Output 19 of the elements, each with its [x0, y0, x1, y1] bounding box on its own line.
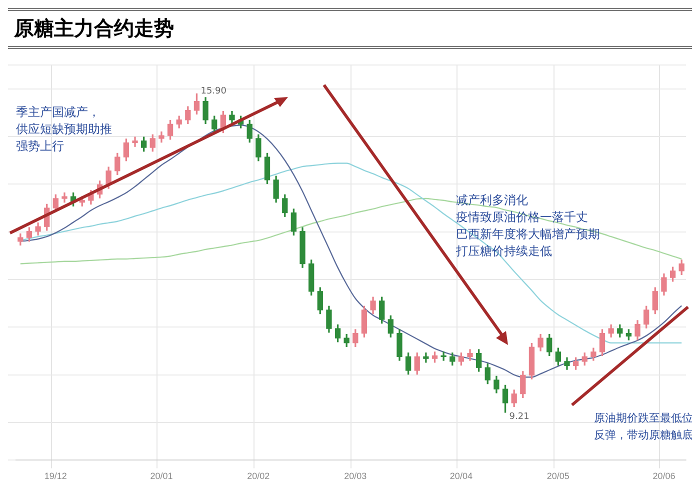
x-tick-label: 20/04: [450, 471, 472, 482]
x-tick-label: 20/06: [652, 471, 676, 482]
x-tick-label: 20/05: [546, 471, 570, 482]
x-tick-label: 20/03: [344, 471, 367, 482]
x-tick-label: 20/01: [150, 471, 173, 482]
annotation: 15.90: [200, 86, 227, 97]
annotation: 供应短缺预期助推: [16, 122, 112, 136]
annotation: 巴西新年度将大幅增产预期: [456, 227, 600, 242]
annotation: 9.21: [509, 412, 530, 422]
x-tick-label: 19/12: [44, 471, 67, 482]
chart-title: 原糖主力合约走势: [8, 8, 692, 49]
annotation: 强势上行: [16, 139, 64, 154]
annotation: 减产利多消化: [456, 193, 528, 208]
x-tick-label: 20/02: [247, 471, 270, 482]
annotation: 疫情致原油价格一落千丈: [456, 210, 588, 224]
annotation: 季主产国减产，: [16, 105, 100, 120]
annotation: 打压糖价持续走低: [455, 244, 552, 258]
candlestick: [132, 136, 138, 147]
candlestick: [440, 352, 446, 361]
